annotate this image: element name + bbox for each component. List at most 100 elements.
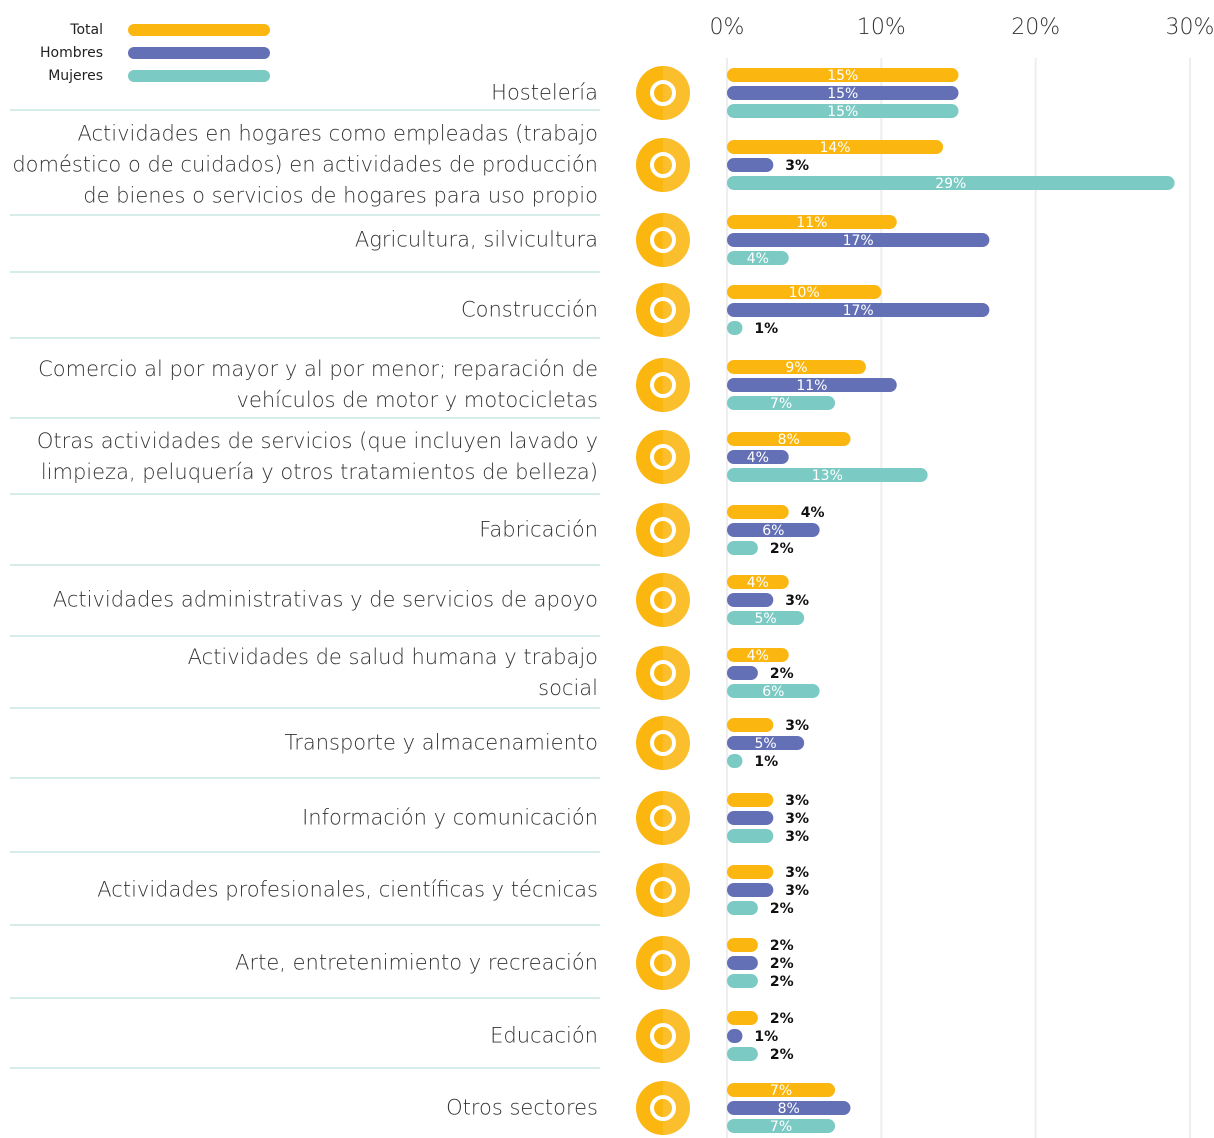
category-label: Construcción <box>460 297 598 322</box>
value-label: 2% <box>770 666 794 682</box>
category-label: Educación <box>490 1023 598 1048</box>
bar <box>727 285 882 299</box>
icon <box>636 1081 690 1135</box>
bar <box>727 865 774 879</box>
bar <box>727 883 774 897</box>
value-label: 2% <box>770 1011 794 1027</box>
icon-shade <box>663 283 690 337</box>
bar <box>727 396 836 410</box>
value-label: 2% <box>770 956 794 972</box>
icon <box>636 936 690 990</box>
icon <box>636 213 690 267</box>
bar <box>727 1101 851 1115</box>
value-label: 1% <box>754 1029 778 1045</box>
bar <box>727 360 866 374</box>
icon <box>636 430 690 484</box>
icon-shade <box>663 863 690 917</box>
value-label: 8% <box>778 432 800 448</box>
value-label: 4% <box>801 505 825 521</box>
legend-swatch <box>128 47 270 59</box>
bar <box>727 793 774 807</box>
value-label: 15% <box>827 86 858 102</box>
value-label: 2% <box>770 974 794 990</box>
bar <box>727 1083 836 1097</box>
bar <box>727 754 743 768</box>
value-label: 7% <box>770 396 792 412</box>
category-label: Arte, entretenimiento y recreación <box>235 950 598 975</box>
value-label: 3% <box>785 793 809 809</box>
legend-label: Total <box>69 22 103 38</box>
icon-glyph <box>650 227 676 253</box>
value-label: 8% <box>778 1101 800 1117</box>
legend-label: Mujeres <box>48 68 103 84</box>
value-label: 17% <box>843 303 874 319</box>
value-label: 4% <box>747 251 769 267</box>
category-label: Hostelería <box>491 80 598 105</box>
bar <box>727 974 758 988</box>
value-label: 2% <box>770 1047 794 1063</box>
value-label: 4% <box>747 648 769 664</box>
icon <box>636 503 690 557</box>
icon-glyph <box>650 877 676 903</box>
value-label: 3% <box>785 158 809 174</box>
category-label: Fabricación <box>479 517 598 542</box>
value-label: 3% <box>785 811 809 827</box>
icon <box>636 716 690 770</box>
bar <box>727 104 959 118</box>
bar <box>727 541 758 555</box>
value-label: 3% <box>785 865 809 881</box>
category-label: Actividades en hogares como empleadas (t… <box>12 121 598 208</box>
bar <box>727 86 959 100</box>
icon-shade <box>663 503 690 557</box>
icon <box>636 646 690 700</box>
bar <box>727 158 774 172</box>
bar <box>727 901 758 915</box>
value-label: 5% <box>754 736 776 752</box>
value-label: 2% <box>770 541 794 557</box>
bar <box>727 176 1175 190</box>
value-label: 11% <box>796 378 827 394</box>
bar <box>727 829 774 843</box>
value-label: 29% <box>935 176 966 192</box>
category-label: Actividades de salud humana y trabajo so… <box>187 645 598 700</box>
icon-shade <box>663 213 690 267</box>
value-label: 6% <box>762 523 784 539</box>
icon-shade <box>663 66 690 120</box>
bar <box>727 666 758 680</box>
value-label: 3% <box>785 718 809 734</box>
value-label: 13% <box>812 468 843 484</box>
value-label: 14% <box>819 140 850 156</box>
icon <box>636 283 690 337</box>
value-label: 4% <box>747 450 769 466</box>
category-label: Actividades administrativas y de servici… <box>52 587 598 612</box>
x-tick-label: 20% <box>1011 15 1060 40</box>
bar <box>727 611 805 625</box>
bar <box>727 1047 758 1061</box>
bar <box>727 718 774 732</box>
value-label: 5% <box>754 611 776 627</box>
bar <box>727 938 758 952</box>
value-label: 4% <box>747 575 769 591</box>
value-label: 15% <box>827 68 858 84</box>
icon <box>636 1009 690 1063</box>
value-label: 15% <box>827 104 858 120</box>
icon <box>636 138 690 192</box>
bar <box>727 523 820 537</box>
legend-swatch <box>128 70 270 82</box>
bar <box>727 684 820 698</box>
x-tick-label: 0% <box>710 15 745 40</box>
value-label: 7% <box>770 1083 792 1099</box>
icon <box>636 358 690 412</box>
bar <box>727 956 758 970</box>
icon-shade <box>663 430 690 484</box>
value-label: 3% <box>785 883 809 899</box>
bar <box>727 68 959 82</box>
x-tick-label: 30% <box>1166 15 1214 40</box>
value-label: 9% <box>785 360 807 376</box>
bar <box>727 140 944 154</box>
bar <box>727 811 774 825</box>
icon-glyph <box>650 950 676 976</box>
bar <box>727 1119 836 1133</box>
icon-shade <box>663 1081 690 1135</box>
